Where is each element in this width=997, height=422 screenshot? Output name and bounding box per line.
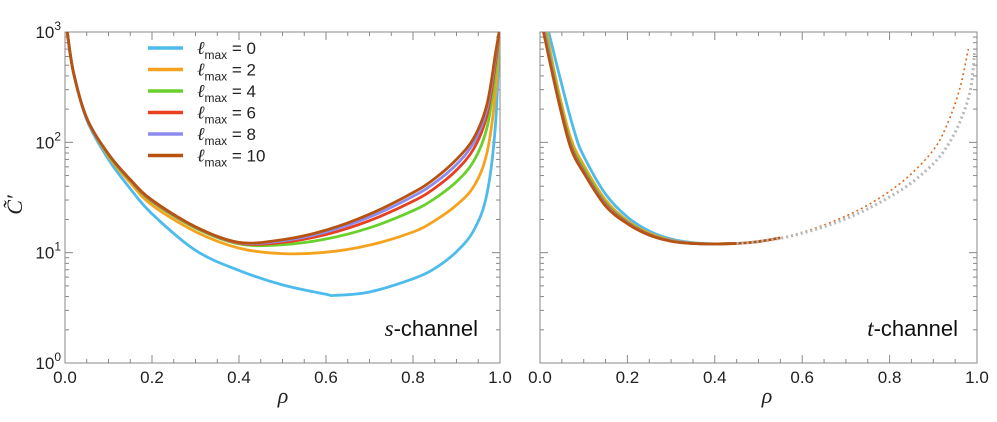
legend-value: = 8	[227, 125, 256, 144]
legend-label: ℓmax = 0	[197, 38, 256, 62]
legend-subscript: max	[205, 156, 228, 170]
y-tick-label-exp: 0	[54, 350, 61, 364]
legend-label: ℓmax = 6	[197, 103, 256, 127]
x-tick-label: 0.0	[53, 368, 77, 387]
x-tick-label: 1.0	[488, 368, 512, 387]
series-group	[542, 32, 977, 246]
series-line-s-channel	[65, 32, 500, 245]
x-tick-label: 0.8	[401, 368, 425, 387]
y-tick-label-exp: 3	[54, 19, 61, 33]
y-tick-label-base: 10	[35, 354, 54, 373]
legend-symbol: ℓ	[197, 146, 205, 166]
series-line-t-channel	[547, 32, 737, 246]
series-line-t-channel	[543, 32, 737, 246]
y-tick-label-exp: 1	[54, 240, 61, 254]
legend-label: ℓmax = 4	[197, 81, 256, 105]
x-tick-label: 1.0	[965, 368, 989, 387]
legend-symbol: ℓ	[197, 38, 205, 58]
legend-label: ℓmax = 10	[197, 146, 265, 170]
legend-subscript: max	[205, 70, 228, 84]
legend-label: ℓmax = 8	[197, 124, 256, 148]
legend-symbol: ℓ	[197, 60, 205, 80]
legend-value: = 0	[227, 39, 256, 58]
panel-label-t-italic: t	[867, 316, 874, 341]
legend-value: = 2	[227, 61, 256, 80]
legend-value: = 10	[227, 147, 265, 166]
y-tick-label-base: 10	[35, 23, 54, 42]
y-tick-label-base: 10	[35, 244, 54, 263]
panel-label-s-rest: -channel	[394, 316, 478, 341]
series-line-t-channel	[736, 48, 970, 245]
panel-label-s-channel: s-channel	[385, 316, 478, 341]
panel-label-s-italic: s	[385, 316, 394, 341]
legend-subscript: max	[205, 91, 228, 105]
legend-symbol: ℓ	[197, 81, 205, 101]
y-tick-label-exp: 2	[54, 129, 61, 143]
x-axis-label-right: ρ	[761, 383, 773, 408]
series-line-s-channel	[65, 32, 500, 248]
series-line-t-channel	[542, 32, 781, 246]
y-tick-label: 100	[35, 350, 61, 373]
x-tick-label: 0.6	[314, 368, 338, 387]
panel-label-t-rest: -channel	[874, 316, 958, 341]
panel-label-t-channel: t-channel	[867, 316, 958, 341]
x-tick-label: 0.2	[140, 368, 164, 387]
series-line-s-channel	[65, 32, 500, 246]
x-axis-label-left: ρ	[277, 383, 289, 408]
x-tick-label: 0.6	[790, 368, 814, 387]
series-line-t-channel	[543, 32, 737, 246]
series-line-s-channel	[65, 32, 500, 256]
y-tick-label-base: 10	[35, 133, 54, 152]
x-tick-label: 0.4	[227, 368, 251, 387]
panel-t-channel: 0.0 0.2 0.4 0.6 0.8 1.0	[528, 31, 989, 387]
legend-subscript: max	[205, 113, 228, 127]
y-tick-label: 102	[35, 129, 61, 152]
legend-symbol: ℓ	[197, 124, 205, 144]
x-tick-label: 0.8	[878, 368, 902, 387]
series-line-s-channel	[65, 32, 500, 246]
legend-value: = 6	[227, 104, 256, 123]
plot-frame	[539, 31, 978, 364]
legend-symbol: ℓ	[197, 103, 205, 123]
x-tick-label: 0.0	[528, 368, 552, 387]
series-line-s-channel	[65, 32, 500, 298]
series-line-t-channel	[543, 32, 737, 246]
legend-subscript: max	[205, 134, 228, 148]
y-tick-label: 103	[35, 19, 61, 42]
y-axis-label: C̃′	[2, 194, 27, 215]
legend-label: ℓmax = 2	[197, 60, 256, 84]
x-tick-label: 0.4	[703, 368, 727, 387]
series-line-t-channel	[736, 48, 977, 245]
y-tick-label: 101	[35, 240, 61, 263]
series-group	[65, 32, 500, 298]
legend-subscript: max	[205, 48, 228, 62]
legend-value: = 4	[227, 82, 256, 101]
x-tick-label: 0.2	[616, 368, 640, 387]
